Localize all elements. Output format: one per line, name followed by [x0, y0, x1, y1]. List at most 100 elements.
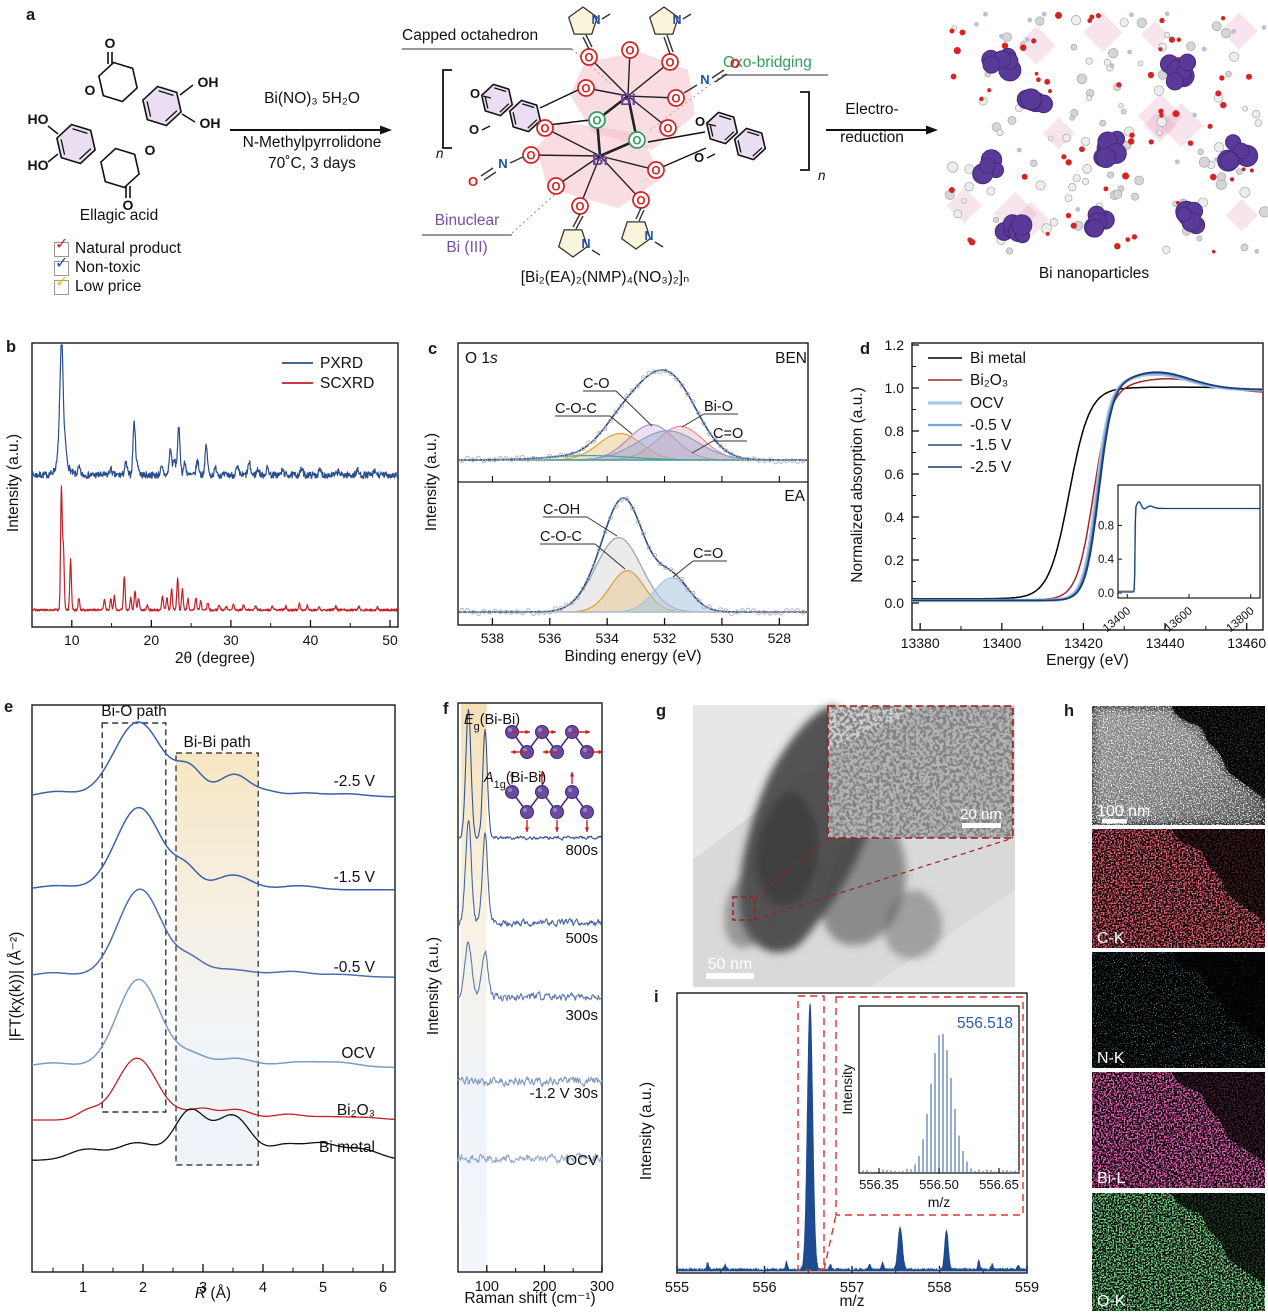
atom-O: O: [468, 174, 478, 189]
ellagic-acid-structure: O O O O OH OH HO HO: [28, 35, 221, 213]
checkbox-icon: ✓: [54, 236, 69, 257]
e-curve-label--0.5 V: -0.5 V: [334, 959, 376, 976]
e-x-tick: 6: [379, 1280, 387, 1296]
c-core-level-label: O 1s: [465, 350, 498, 367]
d-y-tick: 0.2: [885, 552, 905, 568]
f-x-tick: 300: [590, 1279, 614, 1295]
b-x-tick: 40: [303, 632, 319, 648]
eds-map-100 nm: 100 nm: [1092, 706, 1265, 825]
eds-map-C-K: C-K: [1092, 829, 1265, 948]
atom-O-ligand: O: [541, 124, 550, 136]
g-inset-scalebar: [962, 823, 1001, 828]
d-legend--1.5 V: -1.5 V: [970, 437, 1012, 454]
i-inset-x-tick: 556.50: [919, 1177, 959, 1192]
e-x-tick: 1: [79, 1280, 87, 1296]
annotation-oxo-bridging: Oxo-bridging: [723, 54, 812, 71]
f-curve-label-300s: 300s: [565, 1007, 598, 1024]
e-curve-label-Bi metal: Bi metal: [319, 1139, 375, 1156]
atom-O: O: [145, 142, 156, 158]
atom-O-ligand: O: [637, 196, 646, 208]
h-map-label-N-K: N-K: [1097, 1050, 1125, 1067]
e-curve-label-Bi₂O₃: Bi₂O₃: [337, 1102, 375, 1119]
atom-O-ligand: O: [664, 124, 673, 136]
f-x-axis-label: Raman shift (cm⁻¹): [464, 1290, 596, 1307]
annotation-binuclear: Binuclear: [434, 212, 500, 229]
panel-letter-c: c: [428, 340, 438, 358]
panel-letter-i: i: [654, 988, 659, 1006]
molecule-name: Ellagic acid: [79, 207, 159, 224]
eds-map-Bi-L: Bi-L: [1092, 1072, 1265, 1188]
polymer-block-left: OO: [469, 83, 542, 137]
d-x-tick: 13380: [901, 635, 940, 651]
f-curve-label-800s: 800s: [565, 842, 598, 859]
c-x-tick: 530: [710, 630, 734, 646]
g-scalebar-label: 50 nm: [708, 956, 752, 973]
reagent-label: Bi(NO)₃ 5H₂O: [264, 90, 360, 107]
atom-O: O: [730, 56, 740, 71]
check-icon: ✓: [55, 235, 69, 253]
i-x-tick: 556: [752, 1280, 776, 1296]
atom-O-ligand: O: [552, 182, 561, 194]
e-bi-o-path-label: Bi-O path: [101, 703, 166, 720]
atom-N: N: [498, 156, 507, 171]
i-inset-y-axis-label: Intensity: [840, 1064, 855, 1115]
atom-N: N: [700, 72, 709, 87]
panel-letter-e: e: [4, 698, 14, 716]
d-legend--0.5 V: -0.5 V: [970, 417, 1012, 434]
c-x-tick: 528: [768, 630, 792, 646]
atom-N: N: [672, 13, 681, 27]
panel-letter-g: g: [656, 702, 667, 720]
atom-HO: HO: [28, 111, 49, 127]
f-curve-label-OCV: OCV: [565, 1152, 598, 1169]
c-subpanel-ben-label: BEN: [775, 350, 807, 367]
e-x-axis-label-italic: R: [194, 1285, 207, 1302]
b-x-tick: 50: [382, 632, 398, 648]
d-legend-OCV: OCV: [970, 395, 1004, 412]
d-y-tick: 0.4: [885, 509, 905, 525]
atom-N: N: [581, 237, 590, 251]
e-bi-bi-path-label: Bi-Bi path: [183, 734, 250, 751]
panel-c-xps-chart: 538 536 534 532 530 528 O 1s BEN EA C-O C-O-C Bi-O C…: [457, 342, 809, 646]
h-map-label-C-K: C-K: [1097, 930, 1125, 947]
atom-Bi: Bi: [592, 152, 608, 169]
d-inset-y-tick: 0.0: [1098, 588, 1114, 600]
i-x-tick: 559: [1015, 1280, 1039, 1296]
b-x-axis-label: 2θ (degree): [174, 650, 256, 667]
c-component-label-C=O: C=O: [713, 426, 743, 442]
d-legend-Bi metal: Bi metal: [970, 350, 1026, 367]
c-component-label-Bi-O: Bi-O: [704, 399, 733, 415]
atom-O-ligand: O: [585, 53, 594, 65]
atom-O-ligand: O: [633, 136, 642, 148]
polymer-block-right: OO: [694, 111, 767, 165]
e-curve-label-OCV: OCV: [341, 1045, 375, 1062]
f-x-tick: 100: [475, 1279, 499, 1295]
d-y-tick: 1.0: [885, 380, 905, 396]
e-x-axis-label: R (Å): [113, 1285, 313, 1303]
atom-O-ligand: O: [672, 94, 681, 106]
check-icon: ✓: [55, 254, 69, 272]
checklist-low-price: ✓ Low price: [54, 274, 141, 296]
checklist-label: Natural product: [75, 240, 181, 257]
nmp-ligands-bottom: NN: [557, 207, 664, 258]
f-curve-label-500s: 500s: [565, 930, 598, 947]
atom-OH: OH: [200, 115, 221, 131]
f-a1g-label: A1g(Bi-Bi): [483, 770, 546, 791]
i-peak-value-label: 556.518: [957, 1015, 1013, 1032]
i-x-tick: 558: [927, 1280, 951, 1296]
e-curve-label--2.5 V: -2.5 V: [334, 773, 376, 790]
eds-map-N-K: N-K: [1092, 952, 1265, 1068]
product-name: Bi nanoparticles: [1038, 265, 1150, 282]
d-x-tick: 13400: [982, 635, 1021, 651]
d-y-tick: 0.0: [885, 595, 905, 611]
c-x-tick: 534: [596, 630, 620, 646]
electro-reduction-line2: reduction: [840, 129, 904, 146]
i-inset-x-tick: 556.65: [979, 1177, 1019, 1192]
c-component-label-C-OH: C-OH: [543, 502, 580, 518]
d-x-tick: 13440: [1146, 635, 1185, 651]
d-x-axis-label: Energy (eV): [1046, 652, 1129, 669]
i-inset-x-tick: 556.35: [859, 1177, 899, 1192]
atom-O: O: [123, 197, 134, 213]
i-x-axis-label: m/z: [839, 1293, 865, 1310]
